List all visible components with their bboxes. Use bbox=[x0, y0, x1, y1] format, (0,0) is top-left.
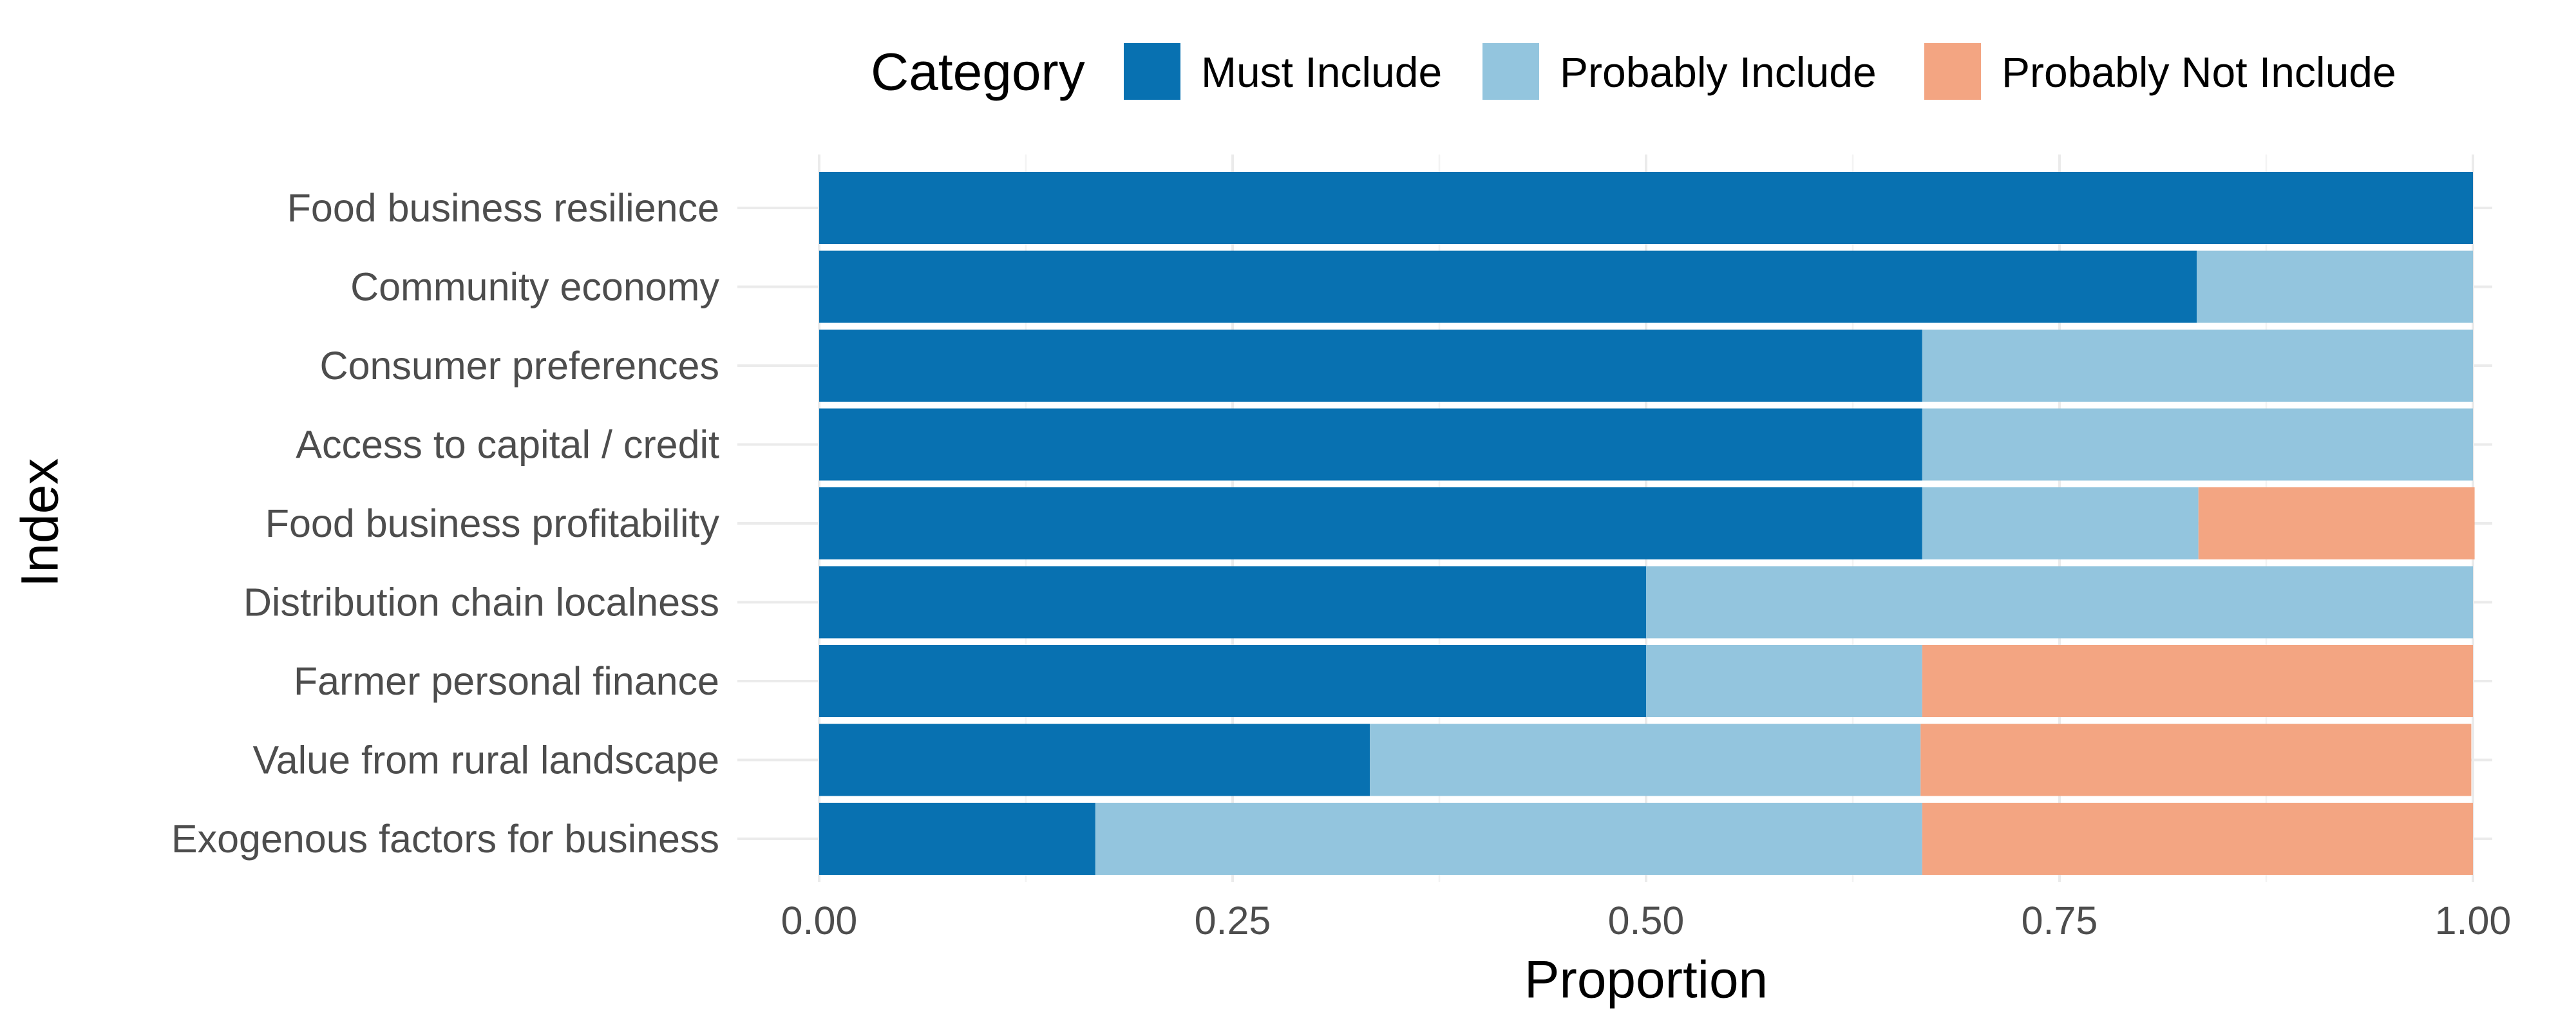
bar-segment bbox=[819, 250, 2197, 323]
x-axis-title: Proportion bbox=[1524, 951, 1768, 1009]
bar-segment bbox=[1920, 724, 2472, 796]
x-tick-label: 0.50 bbox=[1608, 899, 1685, 942]
bar-segment bbox=[819, 803, 1095, 875]
y-tick-label: Community economy bbox=[350, 265, 719, 309]
y-tick-label: Food business profitability bbox=[265, 501, 720, 545]
bar-segment bbox=[1922, 330, 2473, 402]
legend-swatch bbox=[1924, 43, 1981, 100]
y-tick-label: Distribution chain localness bbox=[243, 581, 719, 624]
x-tick-label: 0.75 bbox=[2022, 899, 2098, 942]
legend-item: Probably Include bbox=[1482, 43, 1877, 100]
bar-segment bbox=[1095, 803, 1922, 875]
x-tick-label: 0.25 bbox=[1195, 899, 1271, 942]
legend-item: Must Include bbox=[1124, 43, 1442, 100]
legend-item: Probably Not Include bbox=[1924, 43, 2396, 100]
legend-swatch bbox=[1124, 43, 1180, 100]
y-tick-label: Farmer personal finance bbox=[294, 659, 719, 703]
bar-segment bbox=[1646, 645, 1922, 717]
bar-segment bbox=[1922, 408, 2473, 481]
bar-segment bbox=[2197, 250, 2473, 323]
legend-label: Probably Not Include bbox=[2002, 48, 2396, 96]
bar-segment bbox=[1922, 487, 2199, 559]
legend-title: Category bbox=[871, 43, 1085, 102]
y-tick-label: Value from rural landscape bbox=[253, 738, 719, 782]
legend-swatch bbox=[1482, 43, 1539, 100]
y-tick-label: Access to capital / credit bbox=[296, 423, 719, 467]
y-axis-title: Index bbox=[11, 458, 70, 588]
bar-segment bbox=[1922, 803, 2473, 875]
x-axis-tick-labels: 0.00 0.25 0.50 0.75 1.00 bbox=[781, 899, 2512, 942]
bar-segment bbox=[1646, 566, 2473, 639]
y-tick-label: Exogenous factors for business bbox=[171, 817, 719, 861]
bar-segment bbox=[1370, 724, 1921, 796]
bar-segment bbox=[819, 330, 1922, 402]
y-tick-label: Consumer preferences bbox=[320, 344, 719, 388]
y-axis-tick-labels: Food business resilience Community econom… bbox=[171, 186, 720, 861]
y-tick-label: Food business resilience bbox=[287, 186, 719, 230]
bar-segment bbox=[819, 566, 1646, 639]
x-tick-label: 1.00 bbox=[2435, 899, 2512, 942]
bar-segment bbox=[819, 172, 2473, 244]
legend-label: Probably Include bbox=[1560, 48, 1877, 96]
bar-segment bbox=[2198, 487, 2475, 559]
bars bbox=[819, 172, 2475, 875]
legend-label: Must Include bbox=[1201, 48, 1442, 96]
bar-segment bbox=[819, 645, 1646, 717]
legend: Category Must Include Probably Include Pro… bbox=[871, 43, 2396, 102]
bar-segment bbox=[819, 487, 1922, 559]
bar-segment bbox=[819, 724, 1370, 796]
bar-segment bbox=[819, 408, 1922, 481]
x-tick-label: 0.00 bbox=[781, 899, 858, 942]
bar-segment bbox=[1922, 645, 2473, 717]
legend-items: Must Include Probably Include Probably Not… bbox=[1124, 43, 2396, 100]
